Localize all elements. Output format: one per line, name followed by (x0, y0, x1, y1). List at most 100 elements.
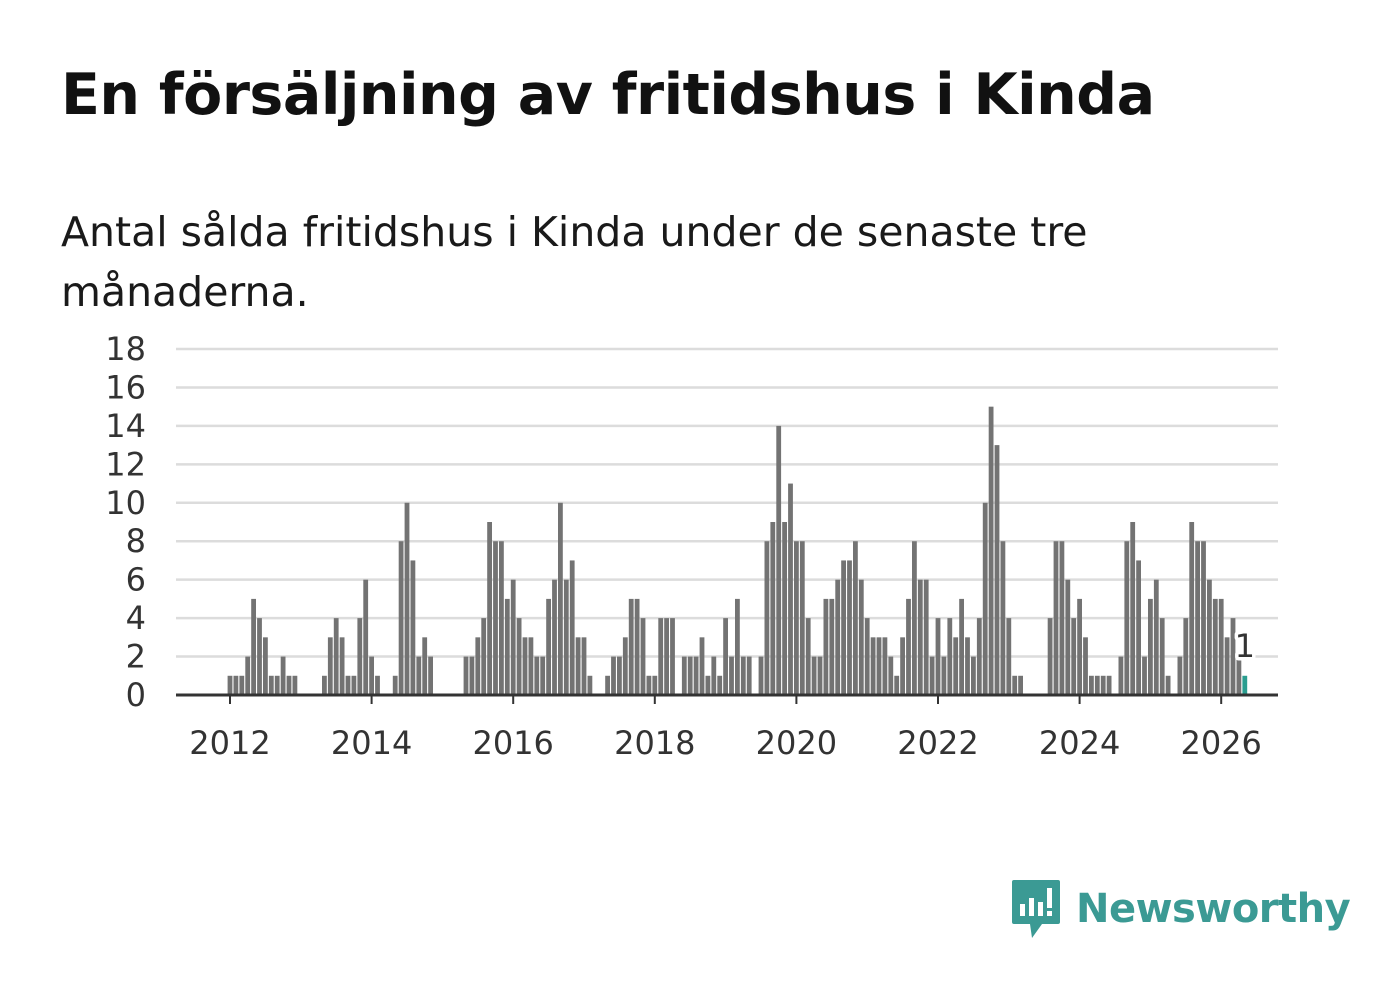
bar (339, 637, 345, 695)
y-tick-label: 4 (126, 599, 146, 637)
bar (469, 656, 475, 695)
bar (322, 675, 327, 695)
bar (817, 656, 823, 695)
bar (227, 675, 233, 695)
bar (516, 618, 522, 695)
gridlines (176, 347, 1278, 658)
bar (1094, 675, 1100, 695)
bar (493, 541, 498, 695)
bar (1201, 541, 1206, 695)
bar (499, 541, 504, 695)
bar (882, 637, 888, 695)
bar (723, 618, 728, 695)
bar (463, 656, 469, 695)
bar (622, 637, 628, 695)
bar (746, 656, 752, 695)
bar (481, 618, 487, 695)
bar (552, 579, 557, 695)
bar (540, 656, 546, 695)
bar (870, 637, 876, 695)
bar (953, 637, 959, 695)
bar (1136, 560, 1141, 695)
bar (976, 618, 982, 695)
y-tick-label: 8 (126, 522, 146, 560)
x-tick-label: 2016 (472, 724, 553, 762)
bar (257, 618, 262, 695)
x-tick-label: 2020 (756, 724, 837, 762)
bars (227, 406, 1248, 695)
bar (510, 579, 516, 695)
bar (705, 675, 711, 695)
y-tick-label: 0 (126, 676, 146, 714)
bar (858, 579, 864, 695)
bar (735, 598, 740, 695)
data-labels: 1 (1231, 623, 1258, 668)
bar (758, 656, 764, 695)
bar (664, 618, 669, 695)
bar (280, 656, 286, 695)
bar (1189, 522, 1195, 695)
bar (563, 579, 569, 695)
bar (717, 675, 723, 695)
bar (1071, 618, 1077, 695)
bar (687, 656, 693, 695)
bar (534, 656, 540, 695)
bar (357, 618, 363, 695)
bar (410, 560, 416, 695)
bar (788, 483, 793, 695)
bar (959, 598, 964, 695)
bar (628, 598, 634, 695)
y-tick-label: 14 (105, 407, 146, 445)
bar (693, 656, 699, 695)
bar (1077, 598, 1082, 695)
bar (634, 598, 640, 695)
bar (1006, 618, 1012, 695)
bar (988, 406, 994, 695)
bar (1183, 618, 1189, 695)
x-tick-label: 2022 (897, 724, 978, 762)
bar (1000, 541, 1006, 695)
bar (965, 637, 970, 695)
bar (345, 675, 351, 695)
bar (404, 502, 410, 695)
bar (575, 637, 581, 695)
bar (906, 598, 911, 695)
bar (1224, 637, 1230, 695)
bar (835, 579, 841, 695)
bar (1148, 598, 1153, 695)
x-tick-label: 2024 (1039, 724, 1120, 762)
bar (392, 675, 398, 695)
bar (794, 541, 799, 695)
bar (487, 522, 492, 695)
bar (546, 598, 551, 695)
bar (799, 541, 805, 695)
bar (239, 675, 245, 695)
bar (1142, 656, 1147, 695)
bar (1106, 675, 1112, 695)
bar (658, 618, 664, 695)
newsworthy-logo-icon (1012, 880, 1060, 938)
bar (994, 445, 1000, 695)
bar (782, 522, 787, 695)
bar (947, 618, 953, 695)
bar (587, 675, 593, 695)
bar (876, 637, 882, 695)
bar (971, 656, 976, 695)
bar (1165, 675, 1171, 695)
bar (581, 637, 587, 695)
bar (528, 637, 534, 695)
bar (941, 656, 947, 695)
bar (569, 560, 575, 695)
bar (764, 541, 770, 695)
bar (504, 598, 510, 695)
bar (1047, 618, 1053, 695)
bar (888, 656, 894, 695)
y-tick-label: 6 (126, 561, 146, 599)
bar (274, 675, 280, 695)
bar (864, 618, 870, 695)
bar (605, 675, 610, 695)
bar (327, 637, 333, 695)
bar (422, 637, 428, 695)
bar (900, 637, 905, 695)
